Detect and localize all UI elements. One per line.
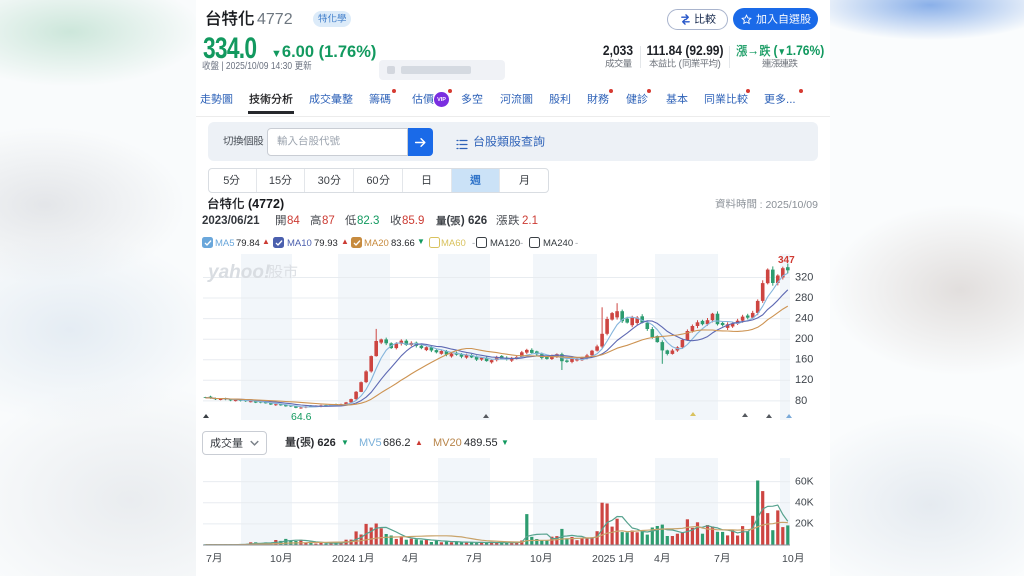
svg-text:yahoo!: yahoo! (207, 262, 270, 283)
svg-text:40K: 40K (795, 496, 814, 508)
svg-text:320: 320 (795, 271, 813, 283)
svg-text:120: 120 (795, 374, 813, 386)
svg-text:200: 200 (795, 333, 813, 345)
svg-text:60K: 60K (795, 475, 814, 487)
svg-text:240: 240 (795, 313, 813, 325)
svg-text:280: 280 (795, 292, 813, 304)
svg-text:20K: 20K (795, 518, 814, 530)
svg-text:64.6: 64.6 (291, 411, 312, 423)
svg-text:160: 160 (795, 354, 813, 366)
svg-text:80: 80 (795, 395, 807, 407)
svg-text:347: 347 (778, 255, 795, 266)
